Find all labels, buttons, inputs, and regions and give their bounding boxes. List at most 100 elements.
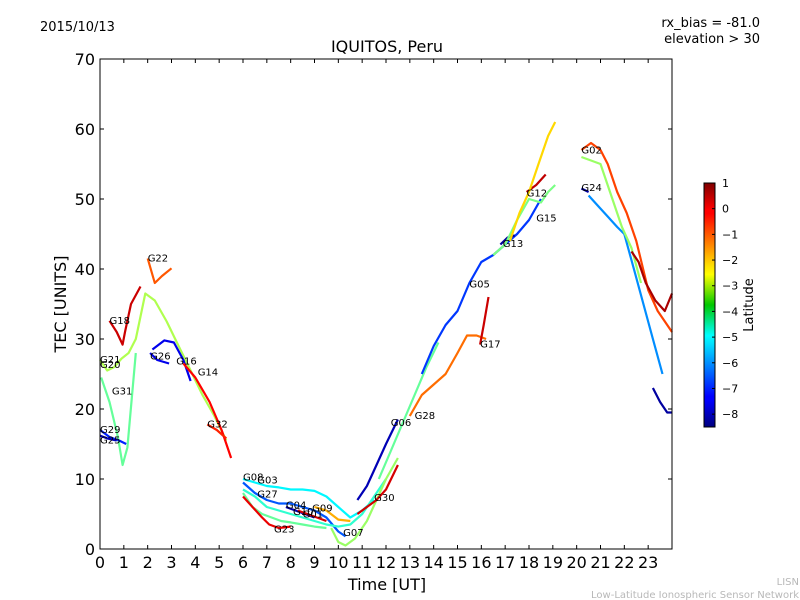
sat-label-g12: G12 bbox=[527, 188, 547, 199]
x-tick-label: 5 bbox=[214, 553, 224, 572]
series-line-g28 bbox=[377, 342, 440, 480]
colorbar-tick-label: −8 bbox=[722, 408, 738, 421]
colorbar-tick-label: 1 bbox=[722, 177, 729, 190]
y-tick-label: 20 bbox=[75, 400, 95, 419]
x-tick-label: 3 bbox=[166, 553, 176, 572]
sat-label-g13: G13 bbox=[503, 239, 523, 250]
series-line-g27 bbox=[242, 478, 387, 528]
series-line-g31 bbox=[100, 352, 137, 467]
series-line-g14 bbox=[182, 362, 233, 459]
sat-label-g23: G23 bbox=[274, 524, 294, 535]
series-line-g09 bbox=[314, 505, 351, 523]
series-line-g32 bbox=[206, 423, 228, 440]
colorbar-tick-label: −2 bbox=[722, 254, 738, 267]
sat-label-g10: G10 bbox=[293, 507, 313, 518]
sat-label-g09: G09 bbox=[312, 503, 332, 514]
y-tick-label: 40 bbox=[75, 260, 95, 279]
elevation-label: elevation > 30 bbox=[664, 32, 760, 47]
y-axis-title: TEC [UNITS] bbox=[51, 256, 70, 354]
sat-label-g25: G25 bbox=[100, 436, 120, 447]
sat-label-g03: G03 bbox=[257, 475, 277, 486]
x-tick-label: 11 bbox=[352, 553, 372, 572]
colorbar-ticks: 1 0 −1 −2 −3 −4 −5 −6 −7 −8 bbox=[712, 177, 738, 421]
chart-title: IQUITOS, Peru bbox=[331, 37, 443, 56]
sat-label-g31: G31 bbox=[112, 387, 132, 398]
x-tick-label: 2 bbox=[143, 553, 153, 572]
series-line-g25 bbox=[99, 434, 117, 442]
series-line-g26 bbox=[149, 352, 170, 365]
series-line-g28b bbox=[408, 334, 487, 417]
x-tick-label: 13 bbox=[400, 553, 420, 572]
x-tick-label: 22 bbox=[614, 553, 634, 572]
y-tick-label: 30 bbox=[75, 330, 95, 349]
footer-network: Low-Latitude Ionospheric Sensor Network bbox=[591, 590, 799, 600]
sat-label-g22: G22 bbox=[148, 254, 168, 265]
sat-label-g07: G07 bbox=[343, 528, 363, 539]
series-line-g02b bbox=[581, 155, 643, 284]
y-tick-label: 0 bbox=[85, 540, 95, 559]
sat-label-g14: G14 bbox=[198, 368, 218, 379]
colorbar bbox=[703, 182, 716, 428]
series-line-g07 bbox=[330, 457, 399, 547]
colorbar-tick-label: −1 bbox=[722, 228, 738, 241]
series-line-g24 bbox=[580, 187, 590, 193]
sat-label-g20: G20 bbox=[100, 360, 120, 371]
sat-label-g16: G16 bbox=[176, 356, 196, 367]
series-line-g_late bbox=[630, 250, 674, 313]
x-tick-label: 12 bbox=[376, 553, 396, 572]
sat-label-g21: G21 bbox=[100, 355, 120, 366]
series-line-g08 bbox=[242, 477, 375, 519]
x-tick-label: 20 bbox=[566, 553, 586, 572]
series-line-g17 bbox=[479, 296, 490, 345]
series-line-g_late2 bbox=[651, 387, 672, 414]
series-line-g02 bbox=[580, 141, 673, 333]
series-line-g01 bbox=[297, 509, 327, 523]
sat-label-g08: G08 bbox=[243, 473, 263, 484]
x-tick-label: 9 bbox=[309, 553, 319, 572]
series-line-g23 bbox=[242, 495, 291, 530]
x-tick-label: 14 bbox=[423, 553, 443, 572]
sat-label-g15: G15 bbox=[536, 214, 556, 225]
x-tick-label: 6 bbox=[238, 553, 248, 572]
x-tick-label: 17 bbox=[495, 553, 515, 572]
series-line-g_high bbox=[508, 121, 557, 242]
colorbar-label: Latitude bbox=[742, 278, 757, 332]
plot-area bbox=[100, 59, 672, 549]
sat-label-g18: G18 bbox=[110, 316, 130, 327]
sat-label-g04: G04 bbox=[286, 501, 306, 512]
sat-label-g26: G26 bbox=[150, 352, 170, 363]
series-line-g05 bbox=[420, 198, 542, 375]
x-tick-label: 23 bbox=[638, 553, 658, 572]
sat-label-g29: G29 bbox=[100, 425, 120, 436]
x-tick-label: 1 bbox=[119, 553, 129, 572]
colorbar-tick-label: −7 bbox=[722, 382, 738, 395]
colorbar-tick-label: −6 bbox=[722, 357, 738, 370]
series-line-g22 bbox=[146, 258, 173, 285]
colorbar-tick-label: −3 bbox=[722, 280, 738, 293]
colorbar-tick-label: −4 bbox=[722, 305, 738, 318]
rx-bias-label: rx_bias = -81.0 bbox=[661, 16, 760, 31]
sat-label-g28: G28 bbox=[415, 411, 435, 422]
colorbar-tick-label: 0 bbox=[722, 203, 729, 216]
y-tick-label: 70 bbox=[75, 50, 95, 69]
sat-label-g17: G17 bbox=[480, 340, 500, 351]
sat-label-g32: G32 bbox=[207, 419, 227, 430]
x-tick-label: 10 bbox=[328, 553, 348, 572]
x-tick-label: 4 bbox=[190, 553, 200, 572]
y-tick-label: 10 bbox=[75, 470, 95, 489]
y-tick-label: 60 bbox=[75, 120, 95, 139]
sat-label-g27: G27 bbox=[257, 489, 277, 500]
sat-label-g06: G06 bbox=[391, 418, 411, 429]
series-line-g15 bbox=[492, 184, 556, 256]
sat-label-g05: G05 bbox=[469, 279, 489, 290]
series-line-g18 bbox=[108, 285, 142, 346]
sat-label-g02: G02 bbox=[581, 146, 601, 157]
series-line-g06 bbox=[356, 419, 399, 501]
sat-label-g24: G24 bbox=[581, 183, 601, 194]
x-tick-label: 18 bbox=[519, 553, 539, 572]
sat-label-g01: G01 bbox=[303, 510, 323, 521]
date-label: 2015/10/13 bbox=[40, 20, 115, 35]
x-axis-title: Time [UT] bbox=[347, 575, 426, 594]
